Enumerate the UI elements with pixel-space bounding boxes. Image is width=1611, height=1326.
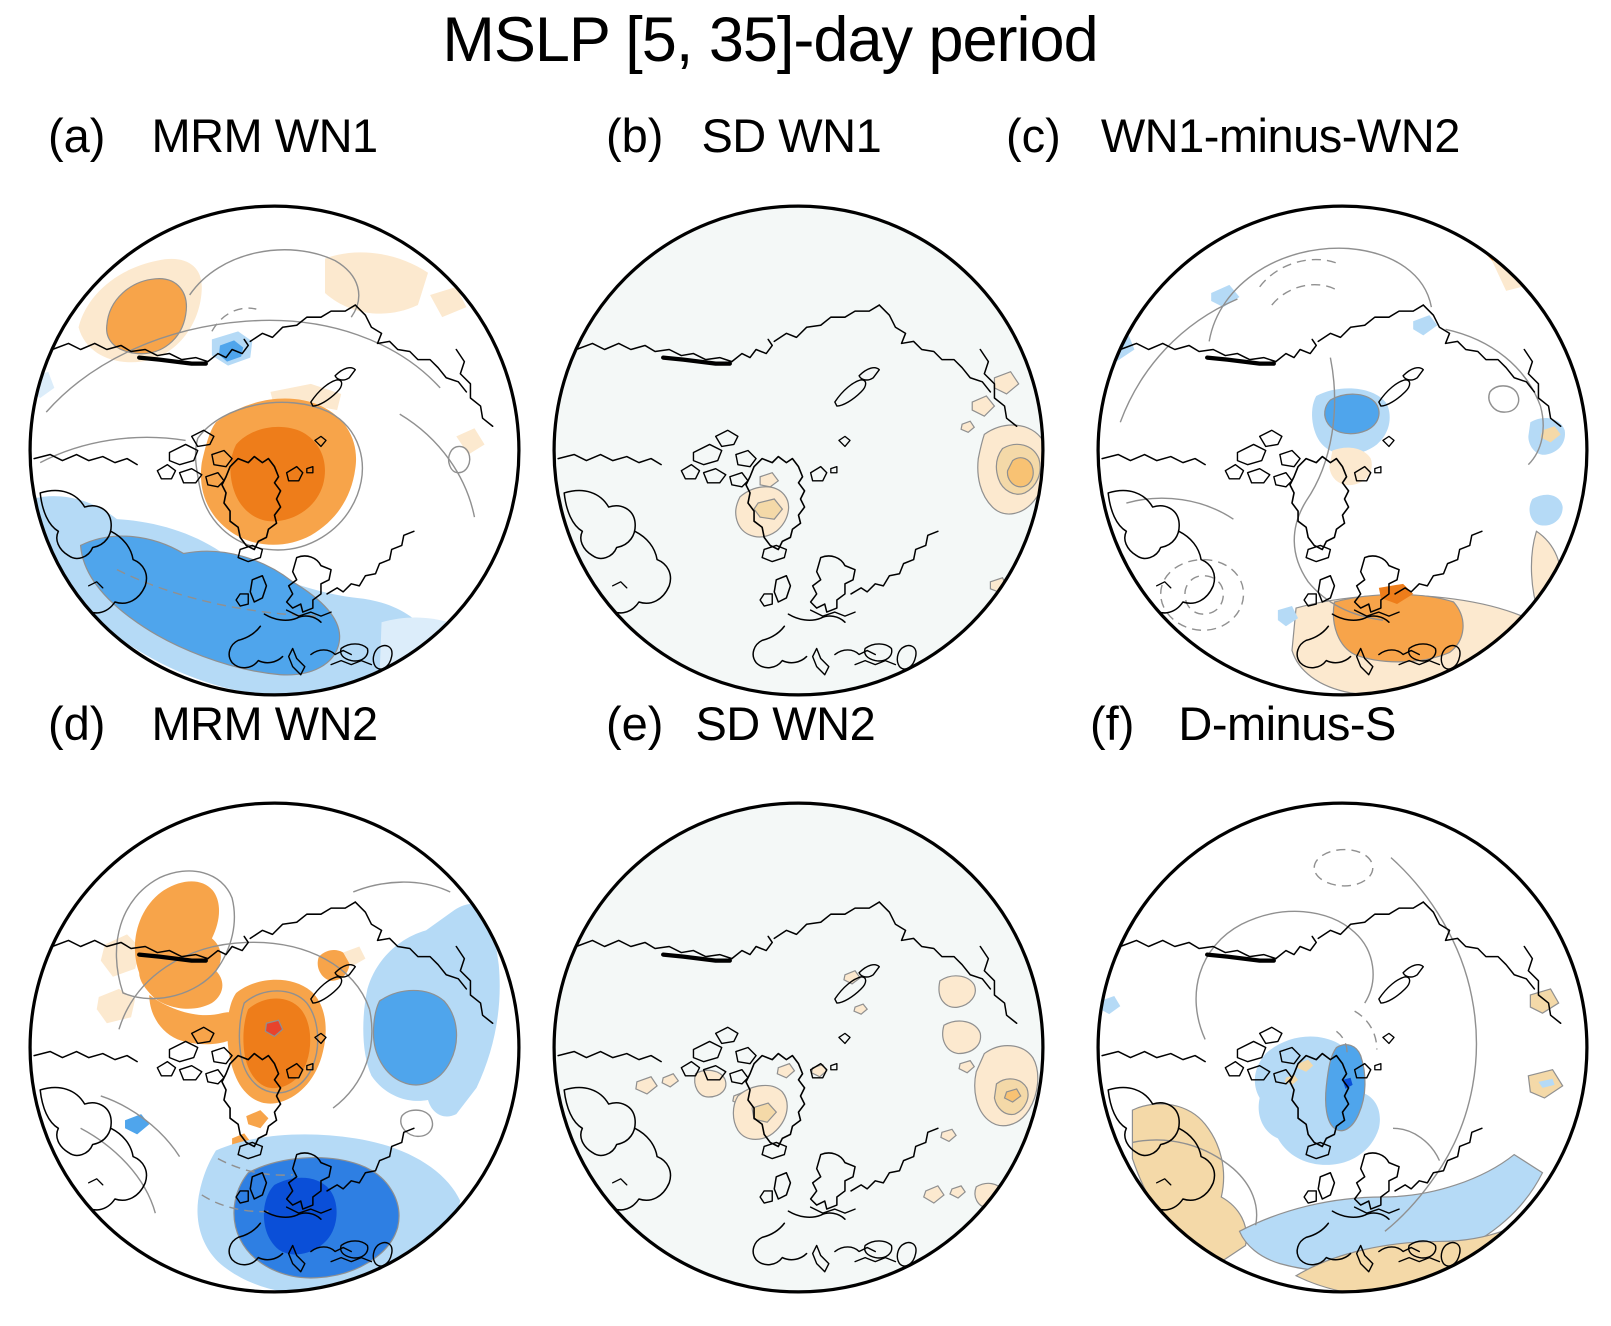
panel-d-label: (d) MRM WN2	[48, 696, 378, 751]
map-panel-d	[28, 801, 521, 1294]
panel-b-name: SD WN1	[701, 109, 882, 162]
panel-f-label: (f) D-minus-S	[1090, 696, 1396, 751]
map-panel-a	[28, 204, 521, 697]
panel-e-name: SD WN2	[695, 697, 876, 750]
panel-a-label: (a) MRM WN1	[48, 108, 378, 163]
map-panel-c	[1096, 204, 1589, 697]
panel-f-tag: (f)	[1090, 697, 1135, 750]
panel-f-name: D-minus-S	[1178, 697, 1396, 750]
panel-e-label: (e) SD WN2	[606, 696, 876, 751]
panel-e-tag: (e)	[606, 697, 664, 750]
panel-b-label: (b) SD WN1	[606, 108, 882, 163]
panel-a-name: MRM WN1	[151, 109, 378, 162]
panel-a-tag: (a)	[48, 109, 106, 162]
figure-title: MSLP [5, 35]-day period	[442, 5, 1098, 75]
map-panel-b	[552, 204, 1045, 697]
panel-d-tag: (d)	[48, 697, 106, 750]
panel-c-label: (c) WN1-minus-WN2	[1006, 108, 1460, 163]
map-panel-e	[552, 801, 1045, 1294]
map-panel-f	[1096, 801, 1589, 1294]
panel-d-name: MRM WN2	[151, 697, 378, 750]
panel-b-tag: (b)	[606, 109, 664, 162]
panel-c-name: WN1-minus-WN2	[1100, 109, 1461, 162]
panel-c-tag: (c)	[1006, 109, 1061, 162]
